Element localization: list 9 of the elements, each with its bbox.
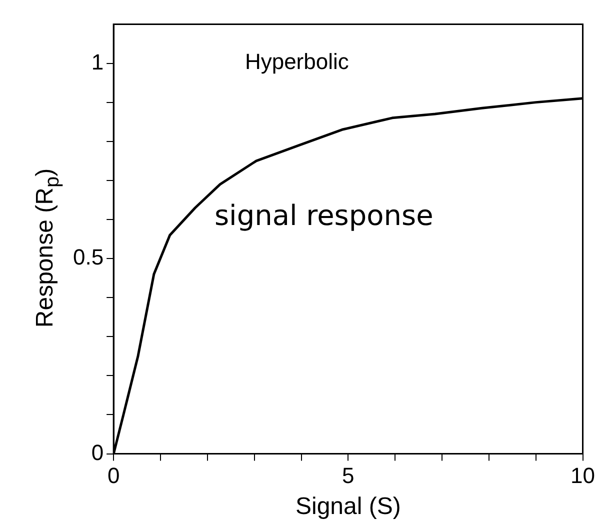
annotation: Hyperbolic	[244, 48, 349, 74]
x-tick-label: 10	[570, 463, 596, 488]
y-tick-label: 1	[91, 49, 104, 74]
x-axis-title: Signal (S)	[295, 493, 401, 520]
annotation: signal response	[214, 198, 434, 232]
x-tick-label: 0	[107, 463, 120, 488]
x-tick-label: 5	[342, 463, 354, 488]
y-tick-label: 0	[91, 440, 104, 465]
y-tick-label: 0.5	[72, 244, 104, 270]
